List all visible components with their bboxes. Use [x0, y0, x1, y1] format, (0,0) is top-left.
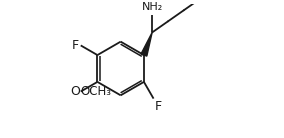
- Text: F: F: [72, 39, 79, 52]
- Text: OCH₃: OCH₃: [80, 85, 111, 98]
- Text: F: F: [155, 100, 162, 113]
- Text: O: O: [70, 85, 80, 98]
- Polygon shape: [141, 32, 152, 56]
- Text: NH₂: NH₂: [141, 2, 163, 12]
